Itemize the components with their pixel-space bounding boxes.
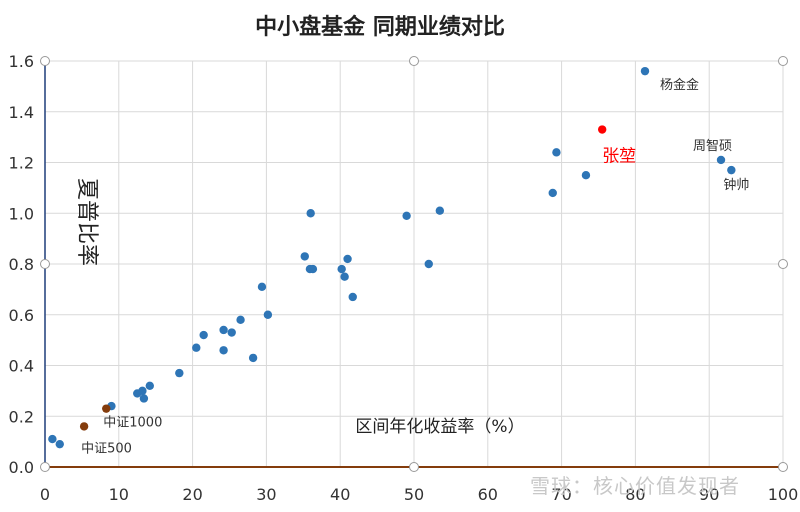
data-point (548, 188, 557, 198)
y-tick-label: 0.0 (9, 458, 34, 477)
y-tick-label: 1.0 (9, 204, 34, 223)
x-tick-label: 70 (551, 485, 571, 504)
data-label: 杨金金 (660, 77, 699, 93)
data-point (552, 148, 561, 157)
chart-title: 中小盘基金 同期业绩对比 (255, 14, 505, 40)
watermark: 雪球：核心价值发现者 (530, 474, 740, 498)
data-point (640, 66, 650, 76)
selection-handle (40, 462, 50, 472)
data-label: 张堃 (602, 147, 636, 167)
data-point (219, 346, 228, 355)
data-point (597, 125, 607, 134)
x-tick-label: 80 (625, 485, 645, 504)
data-point (236, 315, 245, 325)
data-point (102, 404, 111, 413)
x-axis-title: 区间年化收益率（%） (355, 417, 524, 437)
selection-handle (778, 462, 788, 472)
data-point (248, 353, 258, 363)
data-point (402, 211, 411, 220)
x-tick-label: 20 (182, 485, 202, 504)
data-point (300, 252, 309, 261)
x-tick-label: 40 (330, 485, 350, 504)
x-tick-label: 100 (768, 485, 799, 504)
selection-handle (40, 56, 50, 66)
x-tick-label: 50 (404, 485, 424, 504)
data-point (727, 165, 736, 175)
data-point (192, 343, 201, 352)
data-point (138, 386, 147, 396)
y-tick-label: 0.8 (9, 255, 34, 274)
x-tick-label: 30 (256, 485, 276, 504)
data-point (308, 264, 318, 274)
data-point (139, 394, 149, 403)
data-point (343, 254, 352, 264)
data-point (199, 330, 208, 340)
y-tick-label: 1.2 (9, 154, 34, 173)
data-point (48, 434, 57, 444)
data-point (306, 209, 315, 218)
data-point (424, 259, 433, 269)
axes (40, 56, 788, 472)
data-point (435, 206, 445, 215)
x-tick-label: 90 (699, 485, 719, 504)
data-label: 钟帅 (723, 177, 749, 193)
x-tick-label: 0 (40, 485, 50, 504)
data-point (581, 170, 591, 180)
y-tick-label: 1.6 (9, 52, 34, 71)
grid (44, 60, 784, 468)
data-label: 周智硕 (693, 139, 732, 154)
data-point (257, 282, 267, 292)
data-point (337, 264, 346, 274)
data-point (263, 310, 273, 319)
x-tick-label: 60 (478, 485, 498, 504)
data-points (48, 66, 736, 449)
selection-handle (40, 259, 50, 269)
y-tick-label: 0.4 (9, 357, 34, 376)
selection-handle (409, 462, 419, 472)
x-tick-label: 10 (109, 485, 129, 504)
data-label: 中证1000 (103, 416, 162, 431)
selection-handle (778, 56, 788, 66)
y-axis-title: 夏普比率 (74, 178, 99, 266)
data-point (145, 381, 154, 390)
y-tick-label: 0.2 (9, 407, 34, 426)
data-point (716, 155, 726, 165)
y-tick-label: 1.4 (9, 103, 34, 122)
data-point (227, 328, 236, 337)
data-point (348, 292, 357, 302)
data-point (55, 439, 64, 449)
data-point (340, 272, 349, 281)
data-label: 中证500 (81, 441, 132, 456)
data-point (219, 325, 228, 335)
data-point (79, 422, 89, 431)
selection-handle (409, 56, 419, 66)
tick-labels: 0 10 20 30 40 50 60 70 80 90 100 0.0 0.2 0.4 0.6 0.8 1.0… (9, 52, 799, 504)
data-point (175, 368, 184, 378)
selection-handle (778, 259, 788, 269)
y-tick-label: 0.6 (9, 306, 34, 325)
